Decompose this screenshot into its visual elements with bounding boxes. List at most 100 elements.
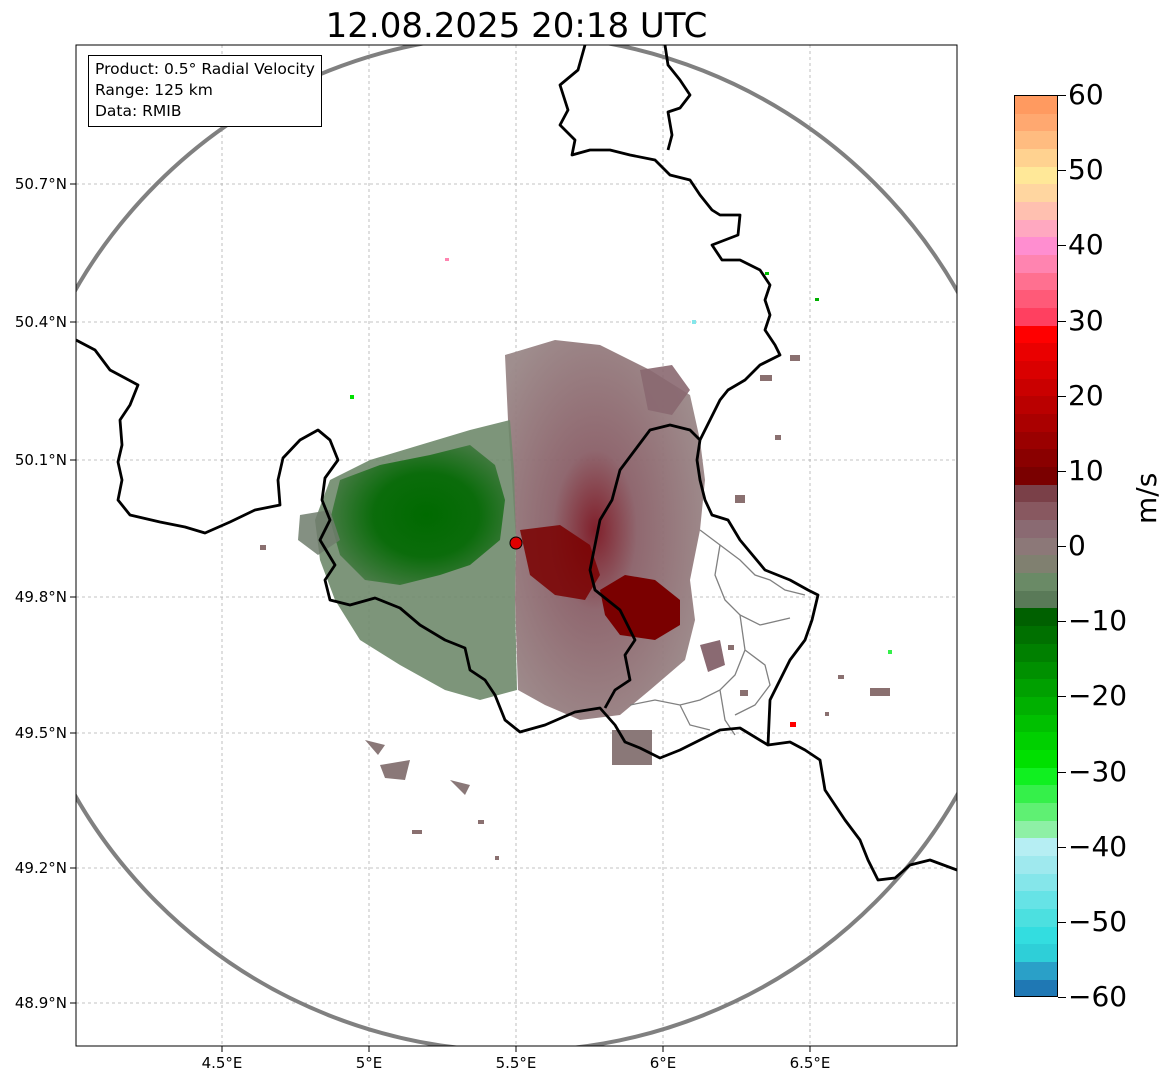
lat-tick-label: 50.1°N <box>15 451 67 469</box>
map-title: 12.08.2025 20:18 UTC <box>325 6 708 46</box>
colorbar-segment <box>1015 308 1057 326</box>
lat-tick-label: 49.5°N <box>15 724 67 742</box>
lat-tick-label: 50.7°N <box>15 175 67 193</box>
colorbar-tick-label: 20 <box>1068 378 1104 412</box>
lat-tick-label: 48.9°N <box>15 994 67 1012</box>
colorbar-tick-label: 10 <box>1068 453 1104 487</box>
axis-ticks <box>70 183 811 1052</box>
lat-tick-label: 49.2°N <box>15 859 67 877</box>
lat-tick-label: 50.4°N <box>15 313 67 331</box>
colorbar-segment <box>1015 820 1057 839</box>
info-box: Product: 0.5° Radial Velocity Range: 125… <box>88 55 322 127</box>
colorbar-tick <box>1058 696 1066 698</box>
colorbar-segment <box>1015 219 1057 238</box>
colorbar-segment <box>1015 449 1057 468</box>
approaching-echoes <box>298 420 517 795</box>
national-borders-east <box>558 45 820 746</box>
colorbar-segment <box>1015 714 1057 733</box>
colorbar-tick <box>1058 546 1066 547</box>
colorbar-segment <box>1015 237 1057 256</box>
lon-tick-label: 6.5°E <box>790 1054 831 1072</box>
colorbar-segment <box>1015 113 1057 132</box>
colorbar-segment <box>1015 891 1057 909</box>
colorbar-tick-label: 40 <box>1068 228 1104 262</box>
radar-site-marker <box>509 536 523 550</box>
colorbar-tick <box>1058 95 1066 96</box>
colorbar-tick-label: −40 <box>1068 829 1128 863</box>
colorbar-segment <box>1015 961 1057 980</box>
colorbar-tick <box>1058 997 1066 998</box>
colorbar-segment <box>1015 378 1057 397</box>
colorbar-tick-label: −30 <box>1068 754 1128 788</box>
info-product: Product: 0.5° Radial Velocity <box>95 60 315 78</box>
colorbar-segment <box>1015 272 1057 291</box>
colorbar-segment <box>1015 908 1057 927</box>
colorbar-tick-label: −20 <box>1068 679 1128 713</box>
colorbar-segment <box>1015 361 1057 379</box>
colorbar-tick-label: −50 <box>1068 904 1128 938</box>
colorbar-tick <box>1058 320 1066 322</box>
colorbar-segment <box>1015 484 1057 503</box>
colorbar-tick <box>1058 395 1066 397</box>
colorbar-segment <box>1015 149 1057 167</box>
info-range: Range: 125 km <box>95 81 213 99</box>
colorbar-segment <box>1015 696 1057 715</box>
colorbar-segment <box>1015 166 1057 185</box>
colorbar-segment <box>1015 414 1057 432</box>
colorbar-segment <box>1015 838 1057 856</box>
colorbar-segment <box>1015 520 1057 538</box>
colorbar-segment <box>1015 131 1057 150</box>
receding-echoes <box>505 340 725 720</box>
colorbar-segment <box>1015 590 1057 609</box>
info-source: Data: RMIB <box>95 102 182 120</box>
colorbar-segment <box>1015 608 1057 627</box>
national-borders-north <box>663 45 692 151</box>
lon-tick-label: 5°E <box>356 1054 383 1072</box>
colorbar-segment <box>1015 749 1057 768</box>
lon-tick-label: 4.5°E <box>202 1054 243 1072</box>
colorbar-segment <box>1015 325 1057 344</box>
colorbar-segment <box>1015 643 1057 662</box>
lon-tick-label: 5.5°E <box>496 1054 537 1072</box>
colorbar-unit-label: m/s <box>1130 472 1163 524</box>
colorbar-segment <box>1015 343 1057 362</box>
colorbar-tick <box>1058 771 1066 773</box>
colorbar-segment <box>1015 785 1057 803</box>
colorbar-segment <box>1015 802 1057 821</box>
colorbar-segment <box>1015 396 1057 415</box>
colorbar-tick <box>1058 621 1066 623</box>
colorbar-segment <box>1015 255 1057 273</box>
colorbar-segment <box>1015 96 1057 114</box>
colorbar-segment <box>1015 431 1057 450</box>
colorbar-tick-label: −10 <box>1068 604 1128 638</box>
colorbar-tick-label: 60 <box>1068 78 1104 111</box>
colorbar-segment <box>1015 767 1057 786</box>
colorbar-tick <box>1058 846 1066 848</box>
colorbar-segment <box>1015 290 1057 309</box>
colorbar-segment <box>1015 467 1057 485</box>
colorbar-tick <box>1058 245 1066 247</box>
national-borders <box>76 338 957 882</box>
colorbar-segment <box>1015 926 1057 945</box>
colorbar-segment <box>1015 184 1057 203</box>
colorbar-segment <box>1015 502 1057 521</box>
lon-tick-label: 6°E <box>650 1054 677 1072</box>
colorbar-tick-label: 30 <box>1068 303 1104 337</box>
colorbar-segment <box>1015 732 1057 750</box>
colorbar-segment <box>1015 626 1057 644</box>
colorbar-segment <box>1015 679 1057 697</box>
colorbar-segment <box>1015 573 1057 591</box>
colorbar-tick <box>1058 170 1066 172</box>
colorbar-tick-label: −60 <box>1068 980 1128 1013</box>
clutter-specks <box>260 258 892 860</box>
colorbar-tick-label: 0 <box>1068 529 1086 562</box>
lat-tick-label: 49.8°N <box>15 588 67 606</box>
colorbar-segment <box>1015 873 1057 892</box>
colorbar-segment <box>1015 944 1057 962</box>
colorbar-segment <box>1015 855 1057 874</box>
colorbar-segment <box>1015 202 1057 220</box>
colorbar-segment <box>1015 537 1057 556</box>
colorbar-tick <box>1058 470 1066 472</box>
colorbar-tick <box>1058 921 1066 923</box>
